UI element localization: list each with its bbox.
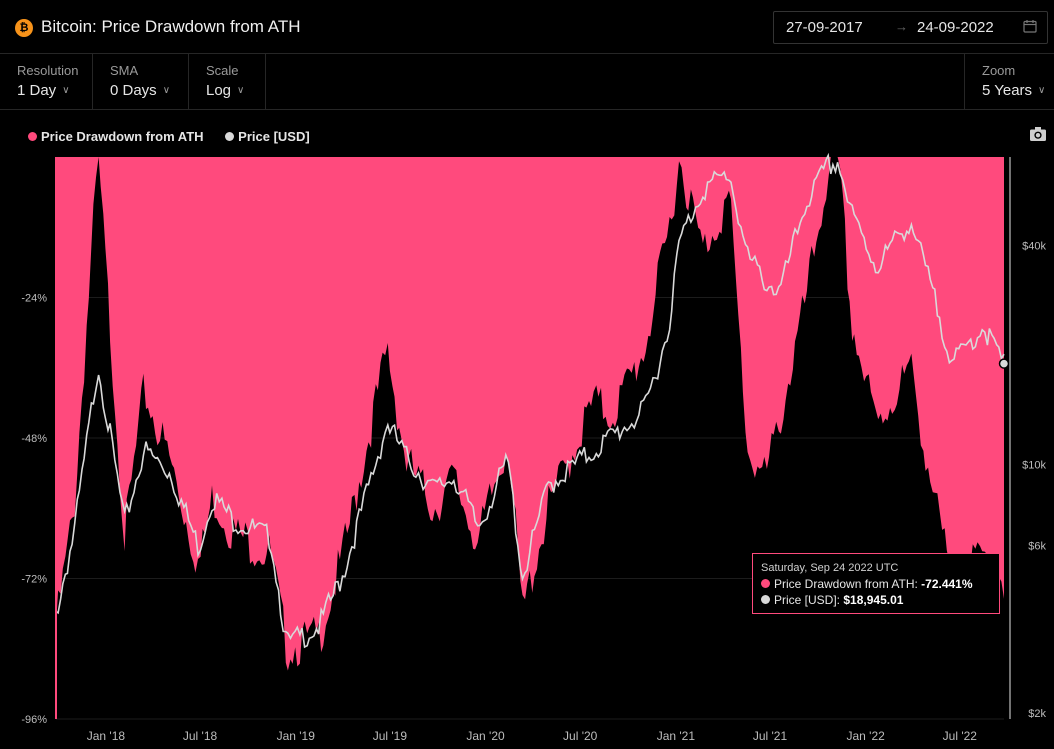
legend-dot <box>28 132 37 141</box>
y-left-tick-label: -72% <box>21 574 47 586</box>
tooltip-row-drawdown: Price Drawdown from ATH: -72.441% <box>761 577 973 591</box>
calendar-icon[interactable] <box>1023 19 1037 33</box>
zoom-label: Zoom <box>982 63 1016 78</box>
x-tick-label: Jan '20 <box>466 729 505 743</box>
y-right-tick-label: $10k <box>1022 460 1046 472</box>
drawdown-area <box>56 157 1004 671</box>
y-left-tick-label: -48% <box>21 433 47 445</box>
sma-select[interactable]: SMA 0 Days ∨ <box>93 54 189 109</box>
legend-item-price[interactable]: Price [USD] <box>225 129 310 144</box>
price-line-layer <box>55 152 1010 649</box>
legend-dot <box>225 132 235 141</box>
zoom-select[interactable]: Zoom 5 Years ∨ <box>964 54 1054 109</box>
date-from-input[interactable]: 27-09-2017 <box>786 19 863 36</box>
y-left-tick-label: -96% <box>21 714 47 726</box>
y-left-tick-label: -24% <box>21 293 47 305</box>
date-to-input[interactable]: 24-09-2022 <box>917 19 994 36</box>
tooltip-dot <box>761 595 770 604</box>
x-tick-label: Jan '22 <box>847 729 886 743</box>
sma-value[interactable]: 0 Days ∨ <box>110 82 171 99</box>
bitcoin-icon: ₿ <box>15 19 33 37</box>
chart-tooltip: Saturday, Sep 24 2022 UTC Price Drawdown… <box>752 553 1000 614</box>
date-arrow-icon: → <box>895 19 908 34</box>
resolution-value[interactable]: 1 Day ∨ <box>17 82 70 99</box>
page-title: Bitcoin: Price Drawdown from ATH <box>41 17 301 36</box>
controls-bar: Resolution 1 Day ∨ SMA 0 Days ∨ Scale Log ∨… <box>0 54 1054 110</box>
sma-label: SMA <box>110 63 139 78</box>
tooltip-row-price: Price [USD]: $18,945.01 <box>761 593 903 607</box>
chevron-down-icon: ∨ <box>162 85 171 96</box>
legend: Price Drawdown from ATH Price [USD] <box>28 129 328 144</box>
y-right-tick-label: $6k <box>1028 540 1046 552</box>
chevron-down-icon: ∨ <box>237 85 245 96</box>
x-tick-label: Jul '20 <box>563 729 598 743</box>
chevron-down-icon: ∨ <box>62 85 70 96</box>
scale-label: Scale <box>206 63 239 78</box>
x-tick-label: Jan '21 <box>657 729 696 743</box>
x-tick-label: Jul '22 <box>943 729 978 743</box>
y-right-tick-label: $40k <box>1022 240 1046 252</box>
resolution-label: Resolution <box>17 63 79 78</box>
title-bar: ₿ Bitcoin: Price Drawdown from ATH 27-09… <box>0 0 1054 54</box>
resolution-select[interactable]: Resolution 1 Day ∨ <box>0 54 93 109</box>
zoom-value[interactable]: 5 Years ∨ <box>982 82 1046 99</box>
x-tick-label: Jan '18 <box>87 729 126 743</box>
x-tick-label: Jul '21 <box>753 729 788 743</box>
x-tick-label: Jul '19 <box>373 729 408 743</box>
date-range-picker[interactable]: 27-09-2017 → 24-09-2022 <box>773 11 1048 44</box>
price-line <box>55 152 1005 649</box>
scale-select[interactable]: Scale Log ∨ <box>189 54 266 109</box>
scale-value[interactable]: Log ∨ <box>206 82 245 99</box>
tooltip-date: Saturday, Sep 24 2022 UTC <box>761 562 899 574</box>
x-tick-label: Jul '18 <box>183 729 218 743</box>
camera-icon[interactable] <box>1029 126 1047 142</box>
legend-item-drawdown[interactable]: Price Drawdown from ATH <box>28 129 204 144</box>
chevron-down-icon: ∨ <box>1038 85 1046 96</box>
y-right-tick-label: $2k <box>1028 708 1046 720</box>
tooltip-dot <box>761 579 770 588</box>
drawdown-area-layer <box>55 156 1005 671</box>
x-tick-label: Jan '19 <box>277 729 316 743</box>
hover-marker <box>998 358 1010 369</box>
axes: -24% -48% -72% -96% $40k $10k $6k $2k Jan '18 Jul… <box>21 157 1046 743</box>
